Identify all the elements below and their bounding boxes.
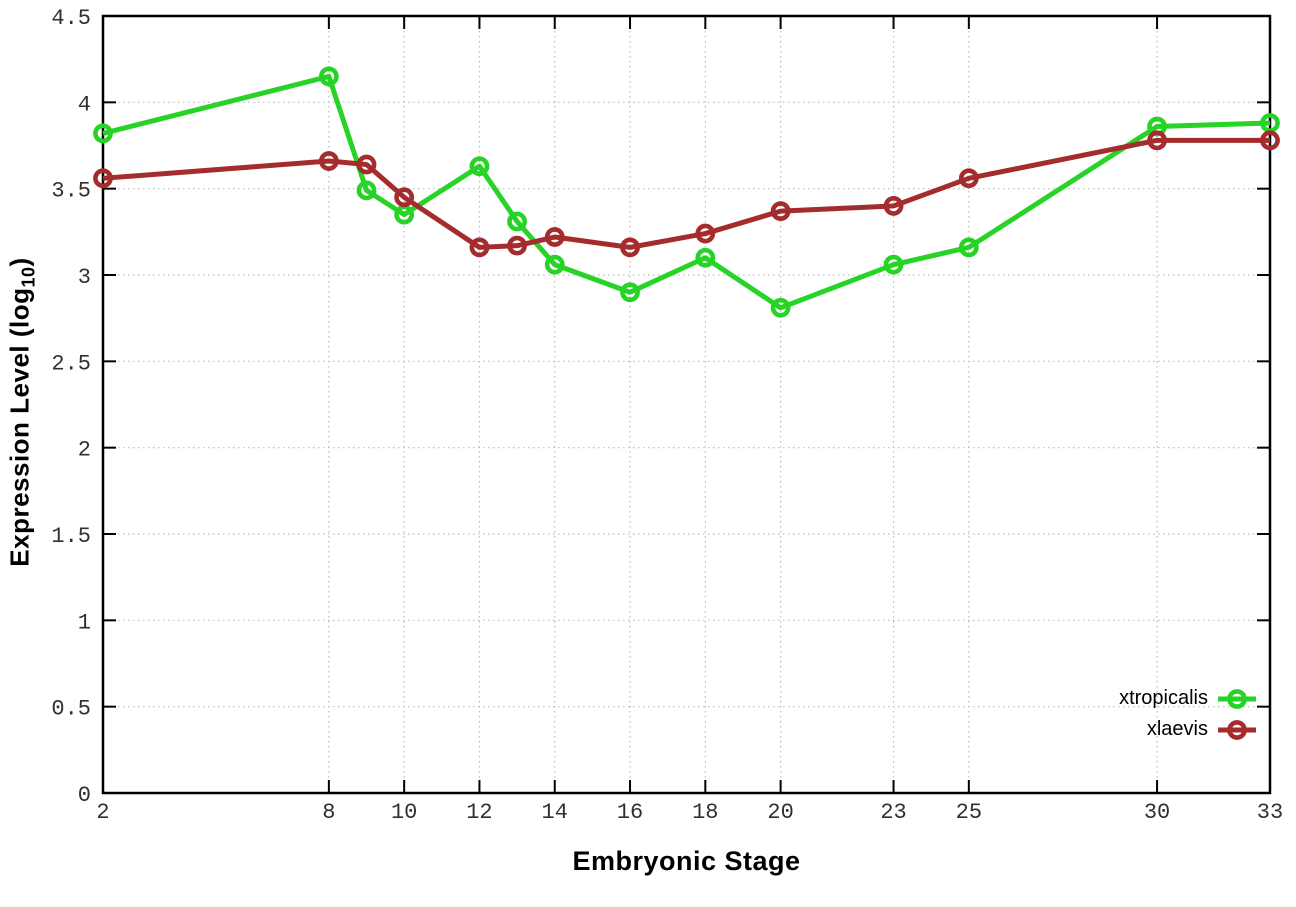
data-point-xlaevis xyxy=(620,237,640,258)
y-tick-label: 0.5 xyxy=(51,697,91,722)
data-point-xlaevis xyxy=(1147,130,1167,151)
x-axis-title: Embryonic Stage xyxy=(572,846,801,876)
x-tick-label: 8 xyxy=(322,800,335,825)
x-tick-label: 2 xyxy=(96,800,109,825)
y-axis-title-main: Expression Level (log xyxy=(4,287,35,567)
y-axis-title: Expression Level (log10) xyxy=(4,257,39,566)
y-tick-label: 4.5 xyxy=(51,6,91,31)
data-point-xlaevis xyxy=(93,168,113,189)
series-line-xlaevis xyxy=(102,137,1270,250)
y-tick-label: 3.5 xyxy=(51,179,91,204)
x-tick-label: 18 xyxy=(692,800,718,825)
data-point-xtropicalis xyxy=(695,247,716,268)
data-point-xtropicalis xyxy=(507,211,527,232)
legend-entry-xlaevis: xlaevis xyxy=(1147,714,1256,745)
data-point-xlaevis xyxy=(958,168,979,189)
legend: xtropicalis xlaevis xyxy=(1119,683,1256,745)
x-tick-label: 14 xyxy=(542,800,568,825)
data-point-xlaevis xyxy=(770,201,791,222)
y-tick-label: 3 xyxy=(78,265,91,290)
x-tick-label: 16 xyxy=(617,800,643,825)
x-tick-label: 12 xyxy=(466,800,492,825)
data-point-xtropicalis xyxy=(883,254,904,275)
data-point-xlaevis xyxy=(695,223,716,244)
y-tick-label: 2 xyxy=(78,438,91,463)
x-tick-label: 20 xyxy=(767,800,793,825)
legend-label: xlaevis xyxy=(1146,718,1208,740)
data-point-xlaevis xyxy=(544,227,565,247)
data-point-xlaevis xyxy=(356,154,377,175)
y-tick-label: 0 xyxy=(78,783,91,808)
x-tick-label: 25 xyxy=(956,800,982,825)
y-tick-label: 1 xyxy=(78,610,91,635)
x-tick-label: 30 xyxy=(1144,800,1170,825)
y-tick-label: 2.5 xyxy=(51,351,91,376)
data-point-xlaevis xyxy=(507,235,527,256)
y-axis-title-close: ) xyxy=(4,257,35,267)
data-point-xlaevis xyxy=(394,187,415,208)
data-point-xtropicalis xyxy=(620,282,640,303)
x-tick-label: 23 xyxy=(880,800,906,825)
legend-entry-xtropicalis: xtropicalis xyxy=(1119,683,1256,714)
plot-border xyxy=(101,14,1272,795)
data-point-xlaevis xyxy=(318,151,339,171)
y-tick-label: 1.5 xyxy=(51,524,91,549)
series-line-xtropicalis xyxy=(102,73,1271,311)
data-point-xtropicalis xyxy=(544,254,565,275)
legend-marker-icon xyxy=(1218,688,1256,709)
legend-label: xtropicalis xyxy=(1119,687,1208,709)
data-point-xtropicalis xyxy=(770,297,791,318)
data-point-xlaevis xyxy=(1260,130,1280,151)
data-point-xtropicalis xyxy=(318,66,339,87)
data-point-xtropicalis xyxy=(356,180,377,201)
data-point-xtropicalis xyxy=(469,156,490,177)
y-axis-title-subscript: 10 xyxy=(18,266,39,288)
data-point-xlaevis xyxy=(883,196,904,216)
x-tick-label: 33 xyxy=(1257,800,1283,825)
x-tick-label: 10 xyxy=(391,800,417,825)
data-point-xlaevis xyxy=(469,237,490,258)
data-point-xtropicalis xyxy=(93,123,113,144)
legend-marker-icon xyxy=(1218,719,1256,740)
y-tick-label: 4 xyxy=(78,92,91,117)
data-point-xtropicalis xyxy=(958,237,979,258)
